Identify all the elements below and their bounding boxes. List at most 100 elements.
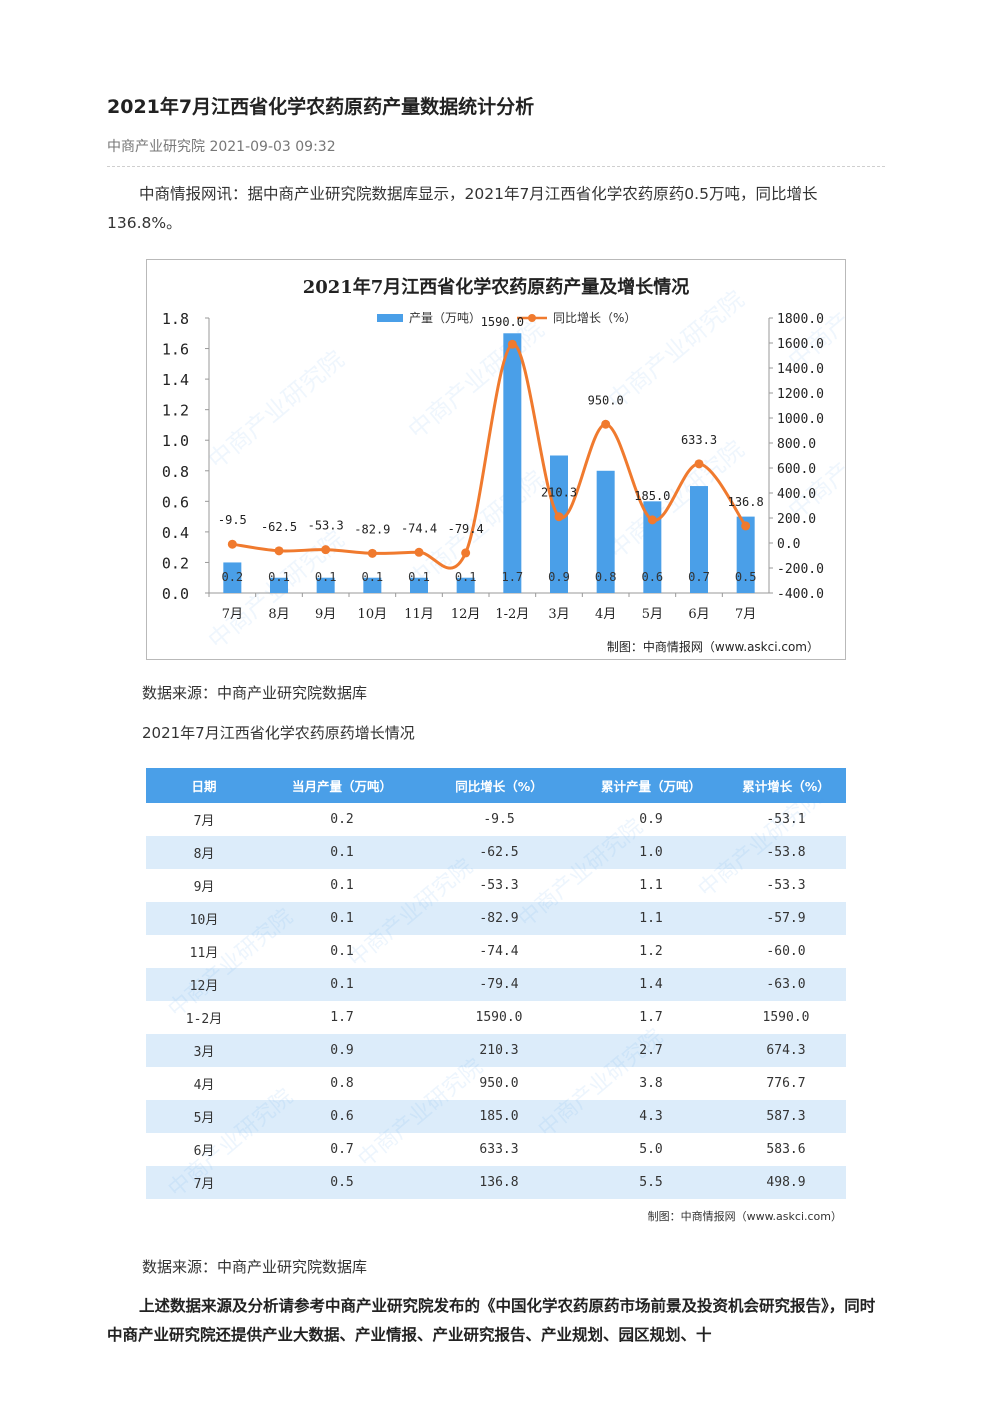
table-cell: 633.3 [422,1133,576,1166]
line-point [461,548,471,558]
intro-paragraph: 中商情报网讯：据中商产业研究院数据库显示，2021年7月江西省化学农药原药0.5… [107,185,818,232]
bar-value-label: 0.5 [735,570,757,584]
y-right-tick-label: 800.0 [777,437,816,452]
table-row: 8月 0.1 -62.5 1.0 -53.8 [146,836,846,869]
table-cell: -53.3 [422,869,576,902]
table-cell: 0.1 [262,935,422,968]
source-note-2: 数据来源：中商产业研究院数据库 [142,1258,368,1276]
table-cell: 0.2 [262,803,422,836]
table-cell: 0.9 [262,1034,422,1067]
table-cell: 1.7 [262,1001,422,1034]
table-cell: 2.7 [576,1034,726,1067]
table-cell: 6月 [146,1133,262,1166]
table-cell: 1590.0 [726,1001,846,1034]
y-left-tick-label: 0.6 [162,493,189,511]
chart-title: 2021年7月江西省化学农药原药产量及增长情况 [303,276,690,298]
table-cell: 8月 [146,836,262,869]
table-credit: 制图：中商情报网（www.askci.com） [647,1210,842,1223]
table-cell: 7月 [146,803,262,836]
x-tick-label: 6月 [688,607,709,622]
table-row: 7月 0.5 136.8 5.5 498.9 [146,1166,846,1199]
x-tick-label: 9月 [315,607,336,622]
table-cell: 3月 [146,1034,262,1067]
table-cell: 498.9 [726,1166,846,1199]
table-cell: -53.3 [726,869,846,902]
table-row: 6月 0.7 633.3 5.0 583.6 [146,1133,846,1166]
table-cell: 0.7 [262,1133,422,1166]
bar-value-label: 0.1 [315,570,337,584]
y-left-tick-label: 0.0 [162,585,189,603]
table-cell: 0.1 [262,869,422,902]
table-cell: 0.8 [262,1067,422,1100]
legend-marker-line [528,314,536,322]
table-cell: 0.1 [262,968,422,1001]
line-point [507,339,517,349]
table-header-cell: 累计增长（%） [726,768,846,803]
y-right-tick-label: -200.0 [777,562,824,577]
bar [503,333,522,593]
bar [316,577,335,593]
table-cell: 4月 [146,1067,262,1100]
table-cell: 950.0 [422,1067,576,1100]
line-value-label: -9.5 [218,513,247,527]
table-row: 3月 0.9 210.3 2.7 674.3 [146,1034,846,1067]
legend-label-bar: 产量（万吨） [409,311,481,325]
table-cell: 5.5 [576,1166,726,1199]
table-cell: 674.3 [726,1034,846,1067]
bar-value-label: 0.1 [361,570,383,584]
table-cell: -63.0 [726,968,846,1001]
y-right-tick-label: 1200.0 [777,387,824,402]
table-cell: 3.8 [576,1067,726,1100]
bar-value-label: 0.1 [408,570,430,584]
bar [363,577,382,593]
y-left-tick-label: 0.8 [162,463,189,481]
chart-figure: 中商产业研究院 中商产业研究院 中商产业研究院 中商产业研究院 中商产业研究院 中商产业研… [146,259,846,660]
table-cell: -9.5 [422,803,576,836]
table-cell: 1.0 [576,836,726,869]
divider [107,166,885,167]
y-right-tick-label: 1400.0 [777,362,824,377]
table-cell: 0.1 [262,902,422,935]
table-row: 5月 0.6 185.0 4.3 587.3 [146,1100,846,1133]
table-row: 4月 0.8 950.0 3.8 776.7 [146,1067,846,1100]
line-point [647,515,657,525]
table-cell: -57.9 [726,902,846,935]
table-cell: 1.4 [576,968,726,1001]
table-cell: 11月 [146,935,262,968]
table-cell: 583.6 [726,1133,846,1166]
table-row: 7月 0.2 -9.5 0.9 -53.1 [146,803,846,836]
bar-value-label: 1.7 [501,570,523,584]
table-header-cell: 同比增长（%） [422,768,576,803]
article-meta: 中商产业研究院 2021-09-03 09:32 [107,139,336,155]
table-row: 10月 0.1 -82.9 1.1 -57.9 [146,902,846,935]
data-table-figure: 日期 当月产量（万吨） 同比增长（%） 累计产量（万吨） 累计增长（%） 7月 0.2 -9… [146,768,846,1230]
y-left-tick-label: 1.2 [162,402,189,420]
line-point [414,547,424,557]
table-cell: 0.1 [262,836,422,869]
y-left-tick-label: 1.4 [162,371,189,389]
table-cell: 5月 [146,1100,262,1133]
line-point [741,521,751,531]
source-note: 数据来源：中商产业研究院数据库 [142,684,368,702]
line-value-label: -62.5 [261,520,297,534]
table-cell: 210.3 [422,1034,576,1067]
y-right-tick-label: 1000.0 [777,412,824,427]
line-point [367,548,377,558]
x-tick-label: 5月 [642,607,663,622]
line-value-label: -74.4 [401,521,437,535]
bar [690,486,708,593]
table-row: 11月 0.1 -74.4 1.2 -60.0 [146,935,846,968]
line-value-label: 210.3 [541,486,577,500]
table-cell: -74.4 [422,935,576,968]
bar [270,577,288,593]
bar-value-label: 0.1 [268,570,290,584]
line-value-label: 633.3 [681,433,717,447]
line-point [227,539,237,549]
y-right-tick-label: 400.0 [777,487,816,502]
table-cell: 5.0 [576,1133,726,1166]
legend-label-line: 同比增长（%） [553,311,636,325]
line-value-label: 950.0 [588,393,624,407]
chart-credit: 制图：中商情报网（www.askci.com） [607,639,819,654]
table-cell: -62.5 [422,836,576,869]
x-tick-label: 1-2月 [495,607,529,622]
